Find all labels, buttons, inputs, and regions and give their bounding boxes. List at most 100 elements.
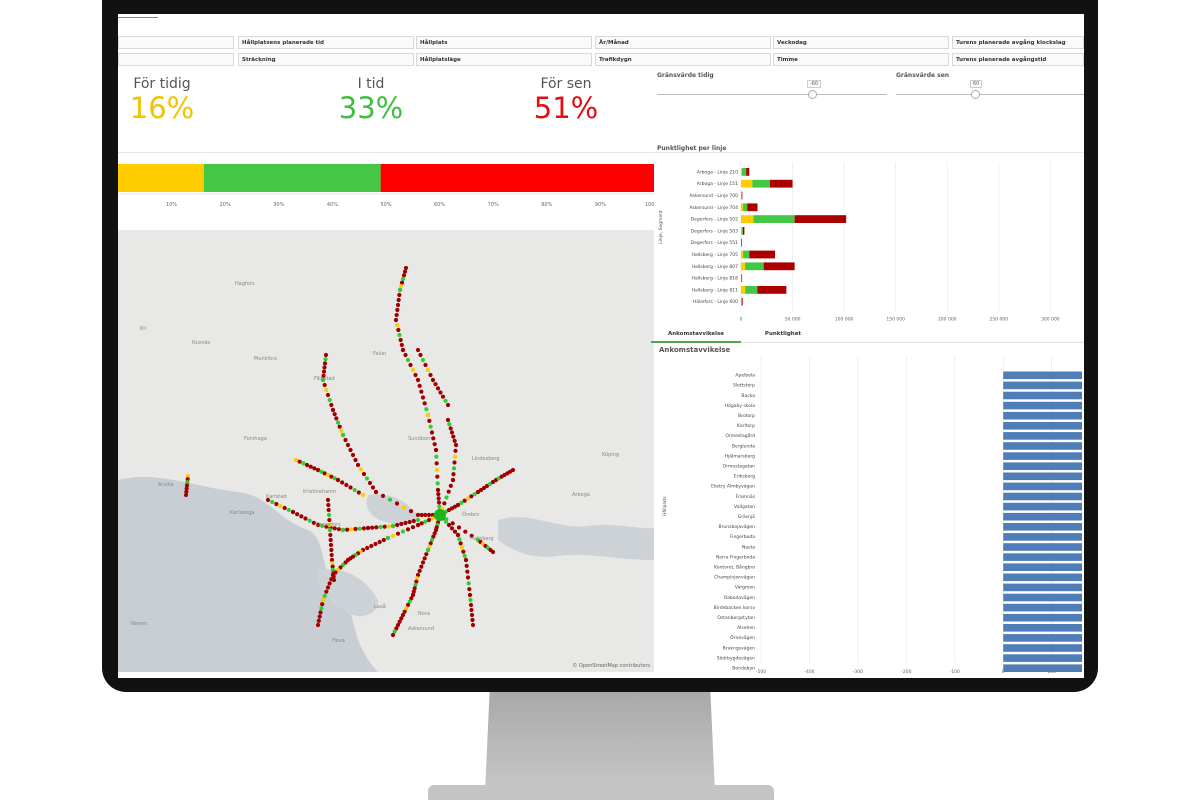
route-stop xyxy=(324,589,329,594)
tick-label: 80% xyxy=(541,202,552,208)
filter-box[interactable]: Sträckning xyxy=(238,53,414,66)
tick-label: -500 xyxy=(756,669,766,674)
filter-box[interactable]: Turens planerade avgång klockslag xyxy=(952,36,1084,49)
kpi-on-time: I tid 33% xyxy=(316,76,426,125)
route-stop xyxy=(349,527,354,532)
filter-box[interactable]: Hållplats xyxy=(416,36,592,49)
filter-box[interactable]: Hållplatsens planerade tid xyxy=(238,36,414,49)
route-stop xyxy=(395,302,401,308)
route-stop xyxy=(410,592,416,598)
filter-box[interactable]: Trafikdygn xyxy=(595,53,771,66)
category-label: Fingerboda xyxy=(730,534,755,540)
bar xyxy=(1003,452,1082,460)
route-stop xyxy=(322,365,327,370)
route-stop xyxy=(316,618,321,623)
slider-handle[interactable] xyxy=(808,90,817,99)
tick-label: 200 000 xyxy=(938,317,957,323)
slider-track[interactable] xyxy=(657,94,887,95)
route-stop xyxy=(469,607,474,613)
tab-punktlighet[interactable]: Punktlighet xyxy=(764,331,802,337)
route-stop xyxy=(353,457,358,463)
route-stop xyxy=(344,482,349,488)
route-stop xyxy=(185,477,190,482)
route-stop xyxy=(336,527,341,532)
route-stop xyxy=(398,284,404,289)
route-stop xyxy=(340,432,346,438)
bar-segment xyxy=(741,191,743,200)
route-stop xyxy=(449,526,455,531)
route-stop xyxy=(431,534,436,539)
bar-segment xyxy=(741,191,743,200)
route-stop xyxy=(464,563,469,568)
filter-box[interactable]: Veckodag xyxy=(773,36,949,49)
category-label: Askersund - Linje 704 xyxy=(689,205,738,211)
tick-label: 20% xyxy=(220,202,231,208)
route-stop xyxy=(185,473,191,479)
route-stop xyxy=(408,509,414,514)
route-stop xyxy=(414,579,419,584)
route-stop xyxy=(367,480,373,486)
route-stop xyxy=(318,610,323,615)
route-stop xyxy=(339,428,344,433)
category-label: Slottstorp xyxy=(733,383,755,389)
bar-segment xyxy=(741,286,746,294)
map-view[interactable]: Kil Nusnäs Falun Sundborn Hagfors Munkfors Fil… xyxy=(118,230,654,672)
route-stop xyxy=(334,416,339,421)
slider-track[interactable] xyxy=(896,94,1084,95)
route-stop xyxy=(365,545,370,551)
bar-segment xyxy=(118,164,204,192)
bar xyxy=(1003,482,1082,491)
route-stop xyxy=(353,526,358,532)
bar-segment xyxy=(745,286,758,294)
tab-ankomstavvikelse[interactable]: Ankomstavvikelse xyxy=(651,328,741,343)
route-stop xyxy=(315,622,321,628)
route-stop xyxy=(332,412,337,417)
route-stop xyxy=(434,454,439,459)
tick-label: 30% xyxy=(273,202,284,208)
route-stop xyxy=(340,527,346,533)
place-label: Askersund xyxy=(408,626,434,632)
route-stop xyxy=(297,459,302,464)
route-stop xyxy=(433,382,438,387)
slider-early-threshold: Gränsvärde tidig -60 xyxy=(657,72,887,102)
route-stop xyxy=(373,489,379,495)
category-label: Arboga - Linje 151 xyxy=(697,181,738,187)
route-stop xyxy=(332,476,337,481)
map-attribution[interactable]: © OpenStreetMap contributors xyxy=(572,662,650,669)
category-label: Hallsberg - Linje 705 xyxy=(692,252,739,258)
place-label: Munkfors xyxy=(254,356,277,362)
route-stop xyxy=(397,332,402,338)
route-stop xyxy=(274,501,279,507)
lake-malaren xyxy=(498,517,654,560)
route-stop xyxy=(320,597,326,603)
filter-box[interactable]: Turens planerade avgångstid xyxy=(952,53,1084,66)
route-stop xyxy=(444,517,449,522)
route-stop xyxy=(408,362,413,368)
route-stop xyxy=(432,442,437,447)
route-stop xyxy=(282,505,287,511)
route-stop xyxy=(465,569,470,574)
slider-label: Gränsvärde tidig xyxy=(657,72,714,79)
route-stop xyxy=(452,454,458,459)
category-label: Eriksberg xyxy=(734,474,755,480)
route-stop xyxy=(401,273,407,278)
bar-segment xyxy=(741,274,743,282)
category-label: Kontoret, Bångbro xyxy=(714,563,755,570)
route-stop xyxy=(442,501,447,506)
filter-box[interactable]: År/Månad xyxy=(595,36,771,49)
filter-box[interactable]: Hållplatsläge xyxy=(416,53,592,66)
category-label: Karltorp xyxy=(737,423,755,429)
filter-box[interactable] xyxy=(118,36,234,49)
bar-segment xyxy=(741,297,742,306)
route-stop xyxy=(450,521,455,526)
route-stop xyxy=(325,497,331,503)
filter-box[interactable]: Timme xyxy=(773,53,949,66)
kpi-label: För sen xyxy=(540,76,592,92)
category-label: Vallgatan xyxy=(734,504,755,510)
route-stop xyxy=(481,485,487,491)
filter-box[interactable] xyxy=(118,53,234,66)
category-label: Degerfors - Linje 503 xyxy=(691,228,739,234)
category-label: Hjälmarsberg xyxy=(725,453,755,459)
slider-handle[interactable] xyxy=(971,90,980,99)
route-stop xyxy=(301,461,306,466)
